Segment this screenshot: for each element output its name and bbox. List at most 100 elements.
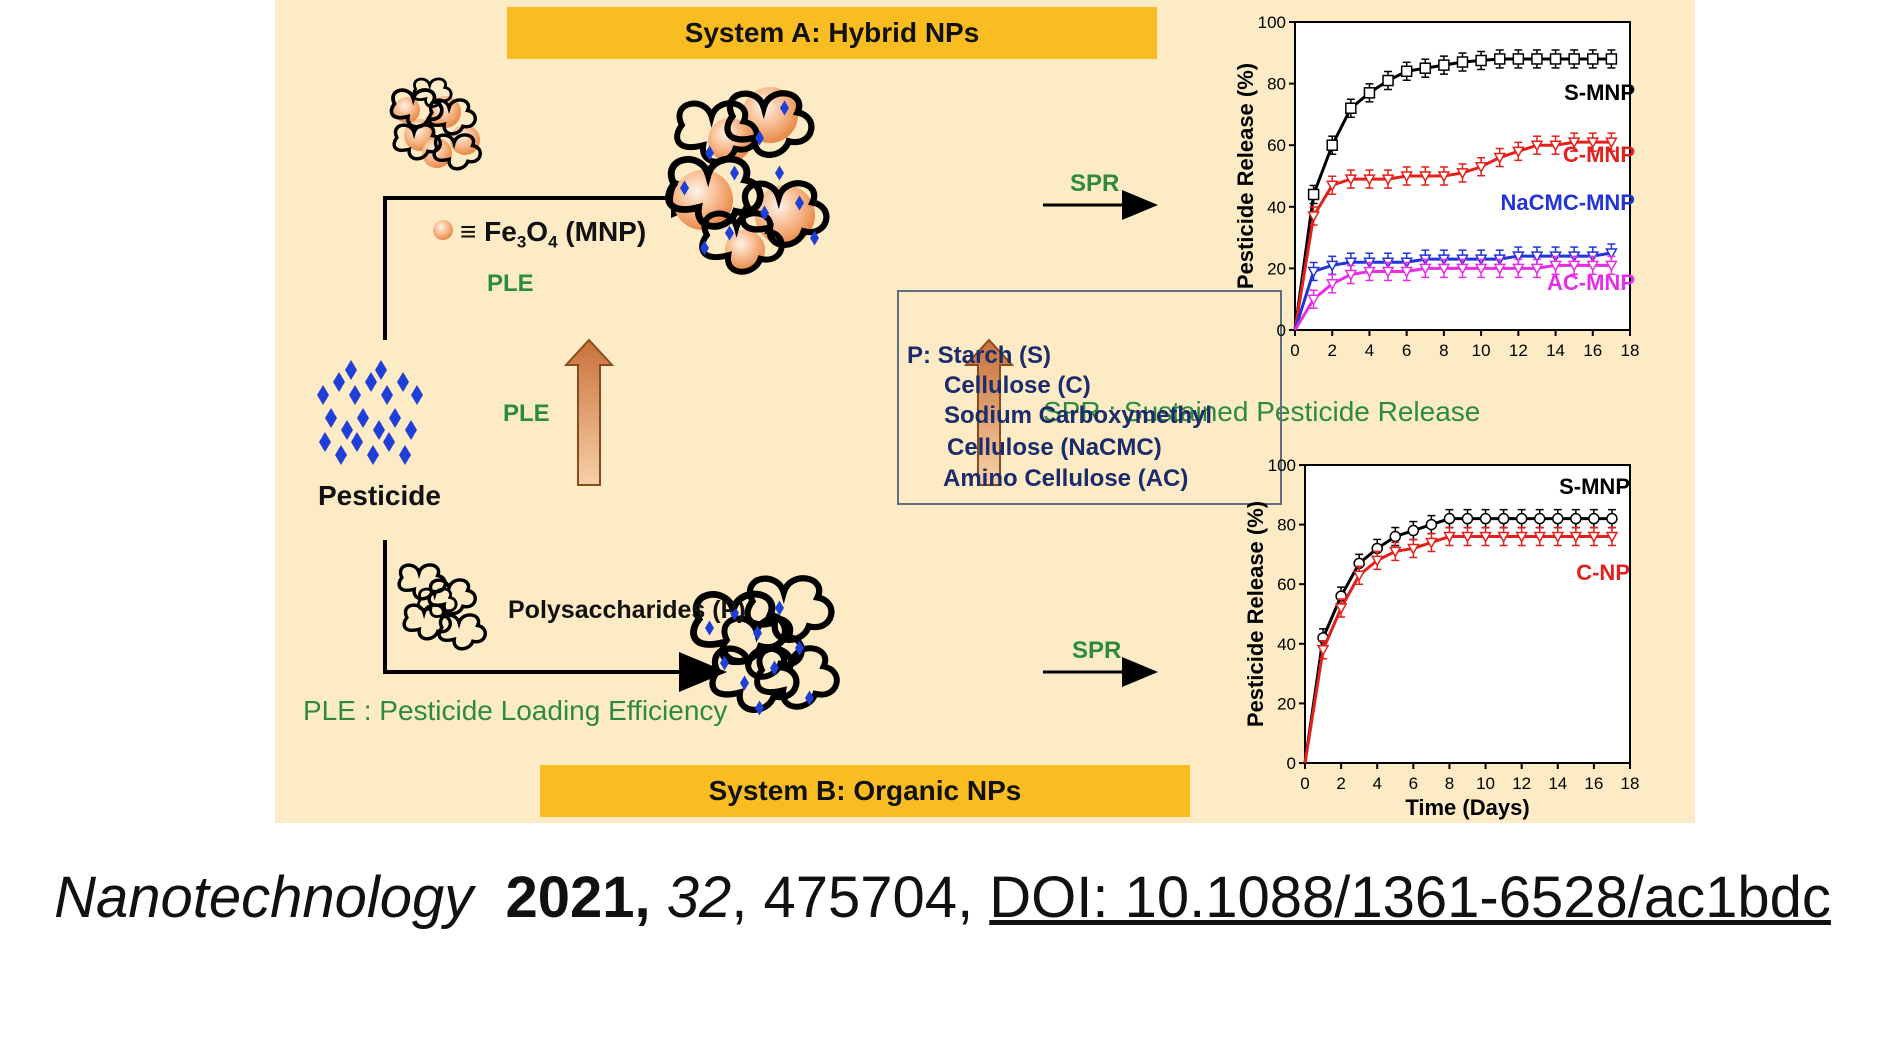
x-tick-label: 18 [1621, 774, 1640, 793]
data-point [1389, 530, 1402, 543]
data-point [1381, 174, 1395, 186]
data-point [1512, 251, 1525, 263]
pesticide-label: Pesticide [318, 480, 441, 511]
data-point [1587, 53, 1599, 65]
system-b-title: System B: Organic NPs [708, 775, 1022, 806]
y-axis-label: Pesticide Release (%) [1243, 501, 1268, 727]
y-tick-label: 40 [1277, 635, 1296, 654]
data-point [1530, 251, 1544, 263]
data-point [1325, 279, 1339, 291]
x-tick-label: 12 [1509, 341, 1528, 360]
data-point [1325, 180, 1339, 192]
data-point [1307, 188, 1320, 201]
up-arrow-right [963, 338, 1015, 486]
series-label: C-NP [1576, 560, 1630, 585]
graphical-abstract-panel: System A: Hybrid NPs System B: Organic N… [275, 0, 1695, 823]
polymer-line-starch: P: Starch (S) [907, 342, 1052, 369]
data-point [1588, 512, 1600, 525]
series-c-mnp [1293, 132, 1618, 331]
y-tick-label: 0 [1287, 754, 1296, 773]
system-b-banner: System B: Organic NPs [540, 765, 1190, 817]
data-point [1326, 139, 1338, 151]
data-point [1456, 263, 1469, 275]
equiv-symbol: ≡ [460, 216, 477, 247]
data-point [1493, 152, 1506, 165]
polymer-line-amino-cellulose: Amino Cellulose (AC) [943, 465, 1189, 492]
polysaccharides-label: Polysaccharides (P) [508, 596, 746, 624]
data-point [1407, 524, 1420, 537]
data-point [1443, 512, 1456, 525]
polysaccharides-icon [397, 563, 488, 651]
x-tick-label: 12 [1512, 774, 1531, 793]
release-chart-system-b: 0 20 40 60 80 100 0 2 4 6 8 10 12 14 16 18 Pesticide Rel… [1243, 456, 1640, 820]
ple-legend: PLE : Pesticide Loading Efficiency [303, 695, 728, 726]
x-tick-label: 8 [1439, 341, 1448, 360]
data-point [1479, 512, 1492, 525]
mnp-formula-label: ≡ Fe3O4 (MNP) [460, 216, 646, 253]
citation-volume: 32 [666, 865, 732, 930]
series-label: S-MNP [1564, 80, 1635, 105]
data-point [1549, 260, 1562, 272]
data-point [1551, 531, 1565, 544]
data-point [1307, 211, 1320, 223]
x-tick-label: 0 [1290, 341, 1299, 360]
system-a-title: System A: Hybrid NPs [684, 17, 980, 48]
citation-doi-link[interactable]: DOI: 10.1088/1361-6528/ac1bdc [989, 865, 1831, 930]
x-tick-label: 14 [1546, 341, 1565, 360]
x-tick-label: 16 [1583, 341, 1602, 360]
y-tick-label: 100 [1258, 13, 1286, 32]
data-point [1497, 512, 1510, 525]
x-tick-label: 2 [1336, 774, 1345, 793]
spr-label-bottom: SPR [1072, 637, 1122, 664]
data-point [1344, 174, 1358, 186]
data-point [1325, 260, 1339, 272]
hybrid-np-cluster [669, 87, 827, 272]
x-tick-label: 4 [1372, 774, 1381, 793]
data-point [1512, 146, 1525, 158]
data-point [1461, 531, 1474, 544]
data-point [1586, 260, 1600, 272]
data-point [1419, 62, 1432, 74]
y-tick-label: 80 [1267, 75, 1286, 94]
citation-year: 2021, [505, 865, 651, 930]
x-tick-label: 2 [1327, 341, 1336, 360]
x-tick-label: 6 [1409, 774, 1418, 793]
data-point [1437, 171, 1451, 183]
data-point [1605, 248, 1618, 260]
data-point [1512, 263, 1525, 275]
data-point [1606, 512, 1618, 525]
ple-label-mid: PLE [503, 400, 550, 427]
y-tick-label: 20 [1277, 694, 1296, 713]
data-point [1334, 603, 1348, 615]
data-point [1370, 555, 1384, 567]
system-a-banner: System A: Hybrid NPs [507, 7, 1157, 59]
polymers-box: P: Starch (S) Cellulose (C) Sodium Carbo… [897, 290, 1282, 505]
data-point [1352, 570, 1366, 582]
data-point [1515, 531, 1528, 544]
series-label: C-MNP [1563, 142, 1635, 167]
ple-label-top: PLE [487, 270, 534, 297]
process-diagram [317, 77, 1158, 716]
data-point [1605, 53, 1618, 65]
data-point [1568, 53, 1580, 65]
series-ac-mnp [1293, 255, 1618, 331]
x-tick-label: 16 [1584, 774, 1603, 793]
data-point [1531, 53, 1543, 65]
x-tick-label: 18 [1621, 341, 1640, 360]
o-subscript: 4 [548, 232, 558, 252]
data-point [1400, 266, 1413, 279]
data-point [1605, 137, 1618, 149]
mnp-tail-text: (MNP) [557, 216, 647, 247]
mnp-cluster-icon [389, 77, 483, 171]
data-point [1569, 531, 1583, 544]
x-axis-label: Time (Days) [1405, 795, 1529, 820]
data-point [1479, 531, 1492, 544]
data-point [1400, 65, 1413, 78]
series-s-mnp [1303, 508, 1618, 764]
data-point [1461, 512, 1474, 525]
data-point [1456, 56, 1469, 68]
y-tick-label: 40 [1267, 198, 1286, 217]
y-tick-label: 100 [1268, 456, 1296, 475]
data-point [1552, 512, 1564, 525]
data-point [1363, 87, 1376, 99]
